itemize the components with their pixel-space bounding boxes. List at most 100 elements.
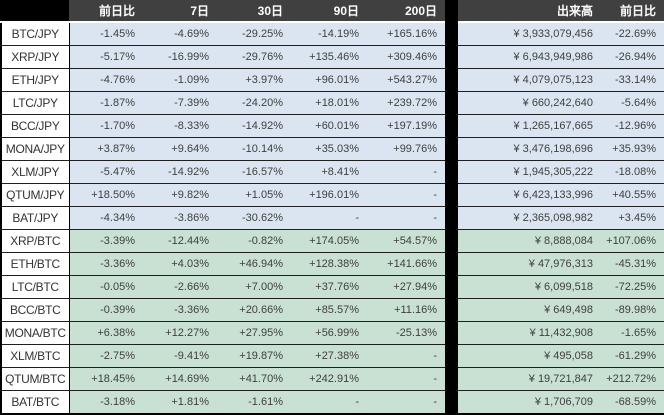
cell-volume-change-1d[interactable]: -26.94%	[601, 45, 664, 69]
cell-volume[interactable]: ¥ 4,079,075,123	[458, 68, 601, 92]
cell-volume-change-1d[interactable]: -89.98%	[601, 298, 664, 322]
cell-volume[interactable]: ¥ 6,943,949,986	[458, 45, 601, 69]
cell-change-30d[interactable]: -29.25%	[217, 22, 291, 46]
pair-cell[interactable]: ETH/JPY	[0, 68, 70, 92]
cell-change-200d[interactable]: +27.94%	[367, 275, 445, 299]
cell-change-30d[interactable]: -16.57%	[217, 160, 291, 184]
cell-volume-change-1d[interactable]: +3.45%	[601, 206, 664, 230]
cell-change-90d[interactable]: +18.01%	[291, 91, 367, 115]
cell-change-1d[interactable]: -5.17%	[69, 45, 143, 69]
cell-change-200d[interactable]: +165.16%	[367, 22, 445, 46]
cell-change-90d[interactable]: -	[291, 390, 367, 415]
pair-cell[interactable]: MONA/JPY	[0, 137, 70, 161]
cell-change-1d[interactable]: +18.45%	[69, 367, 143, 391]
cell-volume[interactable]: ¥ 1,265,167,665	[458, 114, 601, 138]
cell-volume-change-1d[interactable]: -45.31%	[601, 252, 664, 276]
cell-volume[interactable]: ¥ 47,976,313	[458, 252, 601, 276]
cell-change-30d[interactable]: +19.87%	[217, 344, 291, 368]
cell-volume-change-1d[interactable]: -33.14%	[601, 68, 664, 92]
cell-change-200d[interactable]: +99.76%	[367, 137, 445, 161]
cell-change-90d[interactable]: +27.38%	[291, 344, 367, 368]
cell-change-30d[interactable]: +41.70%	[217, 367, 291, 391]
cell-change-30d[interactable]: +1.05%	[217, 183, 291, 207]
cell-volume[interactable]: ¥ 6,099,518	[458, 275, 601, 299]
cell-change-200d[interactable]: -	[367, 183, 445, 207]
cell-volume[interactable]: ¥ 19,721,847	[458, 367, 601, 391]
cell-change-1d[interactable]: -3.39%	[69, 229, 143, 253]
cell-change-1d[interactable]: -4.34%	[69, 206, 143, 230]
pair-cell[interactable]: XLM/BTC	[0, 344, 70, 368]
cell-change-200d[interactable]: +239.72%	[367, 91, 445, 115]
cell-change-30d[interactable]: -14.92%	[217, 114, 291, 138]
cell-change-30d[interactable]: -30.62%	[217, 206, 291, 230]
cell-change-30d[interactable]: +46.94%	[217, 252, 291, 276]
cell-change-7d[interactable]: -12.44%	[143, 229, 217, 253]
cell-change-7d[interactable]: -3.86%	[143, 206, 217, 230]
cell-change-90d[interactable]: +242.91%	[291, 367, 367, 391]
cell-change-200d[interactable]: -	[367, 344, 445, 368]
cell-volume[interactable]: ¥ 8,888,084	[458, 229, 601, 253]
cell-change-7d[interactable]: +14.69%	[143, 367, 217, 391]
cell-volume-change-1d[interactable]: +35.93%	[601, 137, 664, 161]
pair-cell[interactable]: MONA/BTC	[0, 321, 70, 345]
cell-change-1d[interactable]: -4.76%	[69, 68, 143, 92]
cell-volume-change-1d[interactable]: -1.65%	[601, 321, 664, 345]
header-change-7d[interactable]: 7日	[143, 0, 217, 23]
pair-cell[interactable]: XRP/JPY	[0, 45, 70, 69]
cell-change-1d[interactable]: -3.18%	[69, 390, 143, 415]
cell-volume[interactable]: ¥ 649,498	[458, 298, 601, 322]
pair-cell[interactable]: BTC/JPY	[0, 22, 70, 46]
cell-volume-change-1d[interactable]: -18.08%	[601, 160, 664, 184]
cell-change-30d[interactable]: -0.82%	[217, 229, 291, 253]
cell-change-7d[interactable]: -7.39%	[143, 91, 217, 115]
cell-change-30d[interactable]: -10.14%	[217, 137, 291, 161]
pair-cell[interactable]: BAT/JPY	[0, 206, 70, 230]
cell-volume[interactable]: ¥ 6,423,133,996	[458, 183, 601, 207]
cell-change-30d[interactable]: -29.76%	[217, 45, 291, 69]
header-change-200d[interactable]: 200日	[367, 0, 445, 23]
pair-cell[interactable]: XRP/BTC	[0, 229, 70, 253]
cell-volume[interactable]: ¥ 660,242,640	[458, 91, 601, 115]
cell-change-200d[interactable]: -25.13%	[367, 321, 445, 345]
cell-change-1d[interactable]: +18.50%	[69, 183, 143, 207]
cell-volume[interactable]: ¥ 11,432,908	[458, 321, 601, 345]
cell-change-200d[interactable]: +197.19%	[367, 114, 445, 138]
cell-change-30d[interactable]: +27.95%	[217, 321, 291, 345]
cell-volume-change-1d[interactable]: -72.25%	[601, 275, 664, 299]
cell-change-1d[interactable]: -0.05%	[69, 275, 143, 299]
cell-change-200d[interactable]: -	[367, 206, 445, 230]
cell-change-7d[interactable]: +4.03%	[143, 252, 217, 276]
cell-volume-change-1d[interactable]: -5.64%	[601, 91, 664, 115]
cell-change-200d[interactable]: -	[367, 160, 445, 184]
cell-change-200d[interactable]: +141.66%	[367, 252, 445, 276]
cell-change-1d[interactable]: +6.38%	[69, 321, 143, 345]
cell-change-200d[interactable]: +54.57%	[367, 229, 445, 253]
cell-change-90d[interactable]: +96.01%	[291, 68, 367, 92]
header-change-1d[interactable]: 前日比	[69, 0, 143, 23]
cell-change-7d[interactable]: -8.33%	[143, 114, 217, 138]
cell-change-30d[interactable]: -24.20%	[217, 91, 291, 115]
cell-change-7d[interactable]: -4.69%	[143, 22, 217, 46]
pair-cell[interactable]: BCC/JPY	[0, 114, 70, 138]
pair-cell[interactable]: LTC/JPY	[0, 91, 70, 115]
cell-change-90d[interactable]: +196.01%	[291, 183, 367, 207]
cell-volume[interactable]: ¥ 3,476,198,696	[458, 137, 601, 161]
cell-change-1d[interactable]: -1.87%	[69, 91, 143, 115]
cell-change-90d[interactable]: -14.19%	[291, 22, 367, 46]
cell-change-90d[interactable]: +60.01%	[291, 114, 367, 138]
cell-change-90d[interactable]: -	[291, 206, 367, 230]
cell-change-90d[interactable]: +56.99%	[291, 321, 367, 345]
cell-change-1d[interactable]: +3.87%	[69, 137, 143, 161]
cell-change-30d[interactable]: +7.00%	[217, 275, 291, 299]
header-volume[interactable]: 出来高	[458, 0, 601, 23]
cell-change-7d[interactable]: +9.64%	[143, 137, 217, 161]
cell-change-200d[interactable]: -	[367, 367, 445, 391]
cell-change-90d[interactable]: +128.38%	[291, 252, 367, 276]
cell-change-7d[interactable]: -3.36%	[143, 298, 217, 322]
cell-change-7d[interactable]: +1.81%	[143, 390, 217, 415]
cell-volume[interactable]: ¥ 1,945,305,222	[458, 160, 601, 184]
cell-change-200d[interactable]: +543.27%	[367, 68, 445, 92]
cell-volume[interactable]: ¥ 1,706,709	[458, 390, 601, 415]
header-change-90d[interactable]: 90日	[291, 0, 367, 23]
cell-change-7d[interactable]: -1.09%	[143, 68, 217, 92]
